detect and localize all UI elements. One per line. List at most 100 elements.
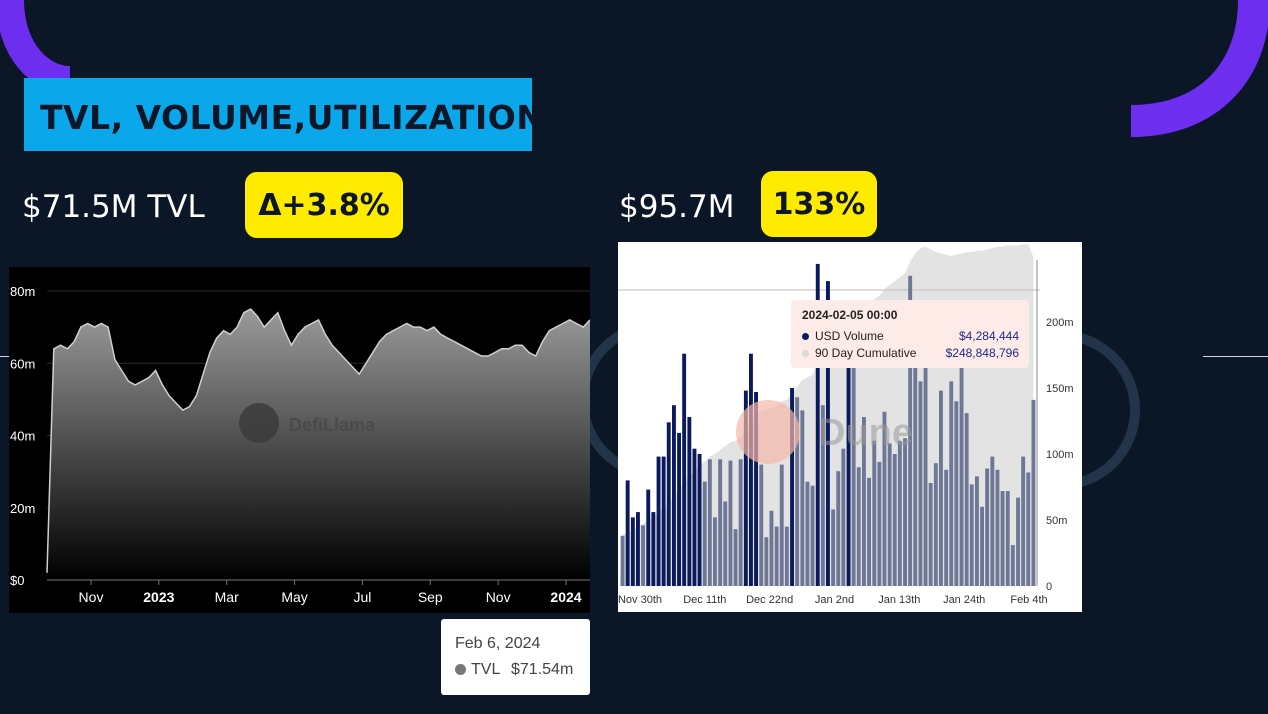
volume-bar [743,390,748,586]
volume-bar [882,411,887,586]
volume-bar [954,401,959,586]
volume-y-tick: 0 [1046,581,1052,593]
volume-bar [944,469,949,586]
tvl-tooltip: Feb 6, 2024 TVL $71.54m [441,619,590,695]
volume-bar [923,335,928,586]
volume-bar [774,526,779,586]
volume-bar [1031,399,1036,586]
tvl-x-tick: Sep [418,589,443,605]
volume-tooltip-label-1: USD Volume [815,329,884,343]
volume-bar [815,263,820,586]
tvl-x-tick: May [281,589,307,605]
volume-bar [933,463,938,586]
volume-bar [877,461,882,586]
volume-bar [892,454,897,586]
tvl-chart-svg: $0 20m 40m 60m 80m Nov 2023 Mar May Jul Sep Nov 2024… [10,284,591,605]
volume-bar [903,438,907,586]
volume-x-tick: Dec 11th [683,594,726,606]
tvl-chart: $0 20m 40m 60m 80m Nov 2023 Mar May Jul Sep Nov 2024… [9,267,591,695]
volume-bar [826,281,830,586]
volume-bar [718,459,723,586]
page-title: TVL, VOLUME,UTILIZATION [40,98,545,137]
volume-bar [1010,545,1015,586]
volume-bar [687,417,692,586]
volume-bar [805,481,810,586]
decorative-line [0,356,9,357]
volume-bar [939,390,943,586]
volume-tooltip: 2024-02-05 00:00 USD Volume $4,284,444 9… [791,300,1029,368]
tvl-y-tick: $0 [10,573,24,588]
volume-bar [918,381,923,586]
tvl-tooltip-date: Feb 6, 2024 [455,635,541,652]
volume-bar [831,509,836,586]
volume-bar [897,440,902,586]
volume-bar [779,464,784,586]
tvl-y-tick: 20m [10,501,35,516]
tvl-x-tick: 2024 [550,589,581,605]
tvl-tooltip-dot [455,664,466,675]
volume-bar [1005,491,1010,586]
volume-bar [790,388,794,586]
volume-bar [707,459,712,586]
volume-bar [990,456,995,586]
volume-bar [846,300,851,586]
volume-bar [820,405,825,586]
volume-bar [656,456,661,586]
volume-x-tick: Jan 13th [878,594,920,606]
volume-bar [975,476,979,586]
volume-bar [672,405,676,586]
volume-bar [856,467,861,586]
volume-bar [795,397,800,586]
dune-watermark: Dune [818,412,913,454]
volume-bar [800,410,805,586]
dune-logo-icon [736,400,800,464]
volume-bar [682,353,687,586]
volume-bar [949,381,954,586]
tvl-x-tick: Nov [79,589,104,605]
volume-bar [646,489,651,586]
volume-bar [754,392,758,586]
volume-bar [697,454,702,586]
volume-y-tick: 50m [1046,515,1067,527]
volume-chart: 0 50m 100m 150m 200m Nov 30th Dec 11th Dec 22nd… [618,242,1082,612]
volume-x-tick: Dec 22nd [746,594,793,606]
tvl-x-tick: Jul [353,589,371,605]
volume-bar [908,275,913,586]
volume-bar [913,348,918,586]
volume-bar [749,353,753,586]
volume-x-tick: Feb 4th [1010,594,1047,606]
tvl-x-tick: Mar [215,589,239,605]
volume-bar [630,517,635,586]
decorative-arc-right [1130,0,1268,137]
volume-y-tick: 100m [1046,449,1074,461]
tvl-y-tick: 80m [10,284,35,299]
tvl-y-tick: 40m [10,429,35,444]
tvl-value: $71.5M TVL [22,189,205,225]
utilization-badge: 133% [761,171,877,237]
volume-bar [980,506,984,586]
volume-y-tick: 200m [1046,317,1074,329]
volume-bar [969,484,974,586]
volume-bar [862,417,866,586]
tvl-y-tick: 60m [10,356,35,371]
volume-bar [887,443,892,586]
volume-bar [769,510,774,586]
tvl-x-tick: 2023 [143,589,174,605]
volume-bar [784,526,789,586]
volume-x-tick: Nov 30th [618,594,662,606]
tvl-tooltip-series: TVL [471,661,501,678]
volume-bar [713,517,717,586]
volume-bar [625,480,630,586]
volume-tooltip-value-1: $4,284,444 [958,329,1019,343]
volume-value: $95.7M [619,189,735,225]
decorative-line [1203,356,1268,357]
volume-tooltip-label-2: 90 Day Cumulative [815,346,917,360]
volume-bar [728,460,733,586]
volume-tooltip-value-2: $248,848,796 [945,346,1019,360]
volume-bar [1016,497,1020,586]
volume-bar [995,469,1000,586]
volume-bar [666,422,671,586]
volume-bar [959,340,964,586]
volume-bar [810,485,815,586]
tvl-area [47,309,590,580]
